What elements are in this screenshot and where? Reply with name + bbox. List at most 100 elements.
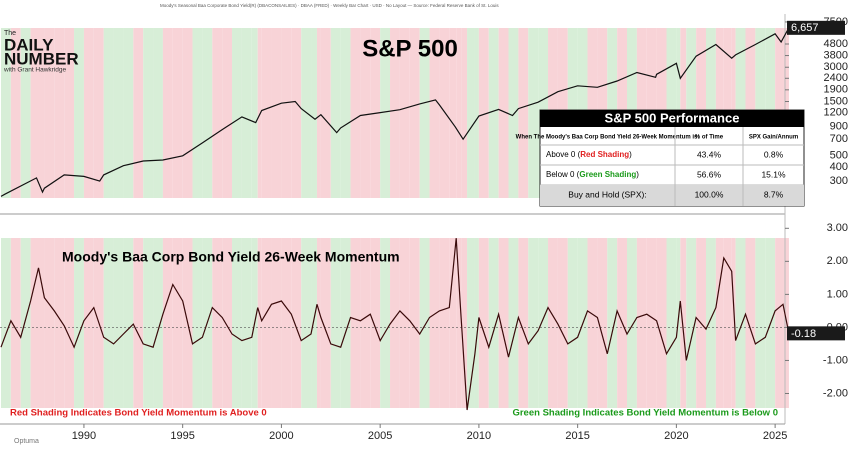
- momentum-shade: [38, 238, 45, 408]
- table-cell: 0.8%: [764, 149, 784, 159]
- momentum-shade: [192, 28, 203, 198]
- momentum-shade: [380, 238, 391, 408]
- series-line: [0, 27, 790, 197]
- momentum-shade: [731, 238, 736, 408]
- momentum-shade: [735, 238, 746, 408]
- momentum-shade: [44, 238, 55, 408]
- momentum-shade: [498, 238, 509, 408]
- momentum-shade: [133, 238, 144, 408]
- momentum-shade: [257, 28, 262, 198]
- momentum-shade: [390, 28, 400, 198]
- momentum-shade: [567, 238, 578, 408]
- momentum-shade: [607, 238, 618, 408]
- momentum-shade: [192, 238, 203, 408]
- table-header: % of Time: [695, 135, 724, 141]
- momentum-shade: [0, 28, 11, 198]
- momentum-shade: [54, 238, 65, 408]
- momentum-shade: [528, 238, 539, 408]
- momentum-shade: [528, 28, 539, 198]
- momentum-shade: [656, 238, 667, 408]
- momentum-shade: [291, 238, 302, 408]
- momentum-shade: [10, 238, 21, 408]
- last-value-label: 6,657: [791, 22, 819, 34]
- shading: [0, 28, 789, 408]
- y-tick-label: 3000: [824, 61, 848, 73]
- y-tick-label: 500: [830, 150, 848, 162]
- momentum-shade: [330, 28, 341, 198]
- x-tick-label: 1995: [170, 430, 194, 442]
- momentum-shade: [301, 238, 312, 408]
- table-cell: 43.4%: [697, 149, 722, 159]
- table-cell: 8.7%: [764, 189, 784, 199]
- annotation: Green Shading Indicates Bond Yield Momen…: [512, 408, 778, 419]
- momentum-shade: [557, 238, 568, 408]
- momentum-shade: [680, 238, 687, 408]
- momentum-shade: [74, 28, 84, 198]
- momentum-shade: [456, 28, 462, 198]
- momentum-shade: [478, 28, 489, 198]
- y-tick-label: 400: [830, 161, 848, 173]
- momentum-shade: [162, 28, 173, 198]
- series-line: [0, 238, 790, 411]
- momentum-shade: [518, 28, 529, 198]
- momentum-shade: [508, 238, 519, 408]
- momentum-shade: [350, 238, 361, 408]
- momentum-shade: [316, 28, 321, 198]
- momentum-shade: [257, 238, 262, 408]
- logo-line1: DAILY: [4, 35, 54, 54]
- table-header: When The Moody's Baa Corp Bond Yield 26-…: [516, 135, 700, 141]
- momentum-shade: [143, 238, 154, 408]
- momentum-shade: [103, 238, 114, 408]
- momentum-shade: [133, 28, 144, 198]
- momentum-shade: [212, 28, 223, 198]
- performance-table: S&P 500 Performance When The Moody's Baa …: [516, 109, 805, 207]
- momentum-shade: [449, 28, 457, 198]
- momentum-shade: [30, 28, 39, 198]
- y-tick-label: 2400: [824, 72, 848, 84]
- momentum-shade: [360, 28, 371, 198]
- momentum-shade: [320, 238, 331, 408]
- momentum-shade: [74, 238, 84, 408]
- momentum-shade: [360, 238, 371, 408]
- momentum-shade: [488, 238, 499, 408]
- momentum-shade: [350, 28, 361, 198]
- momentum-shade: [508, 28, 519, 198]
- momentum-shade: [271, 238, 282, 408]
- table-header: SPX Gain/Annum: [749, 135, 798, 141]
- momentum-shade: [232, 238, 242, 408]
- momentum-shade: [153, 238, 163, 408]
- last-value-box: [787, 20, 845, 35]
- momentum-shade: [172, 238, 183, 408]
- momentum-shade: [409, 28, 420, 198]
- momentum-shade: [419, 238, 430, 408]
- momentum-shade: [330, 238, 341, 408]
- momentum-shade: [419, 28, 430, 198]
- logo-line2: NUMBER: [4, 49, 79, 68]
- momentum-shade: [538, 238, 549, 408]
- momentum-shade: [20, 28, 31, 198]
- label-part: Red Shading: [580, 150, 629, 159]
- momentum-shade: [281, 28, 292, 198]
- momentum-shade: [162, 238, 173, 408]
- momentum-shade: [143, 28, 154, 198]
- logo-top: The: [4, 30, 16, 37]
- momentum-shade: [261, 28, 272, 198]
- momentum-shade: [222, 28, 233, 198]
- momentum-shade: [390, 238, 400, 408]
- momentum-shade: [340, 238, 351, 408]
- momentum-shade: [172, 28, 183, 198]
- y-tick-label: 900: [830, 121, 848, 133]
- chart-title: S&P 500: [362, 35, 458, 62]
- momentum-shade: [20, 238, 31, 408]
- momentum-shade: [646, 238, 657, 408]
- momentum-shade: [755, 238, 766, 408]
- momentum-shade: [44, 28, 55, 198]
- momentum-shade: [64, 28, 75, 198]
- momentum-shade: [399, 28, 410, 198]
- momentum-shade: [30, 238, 39, 408]
- momentum-shade: [474, 28, 479, 198]
- momentum-shade: [775, 238, 784, 408]
- label-part: Green Shading: [579, 170, 636, 179]
- chart-title: Moody's Baa Corp Bond Yield 26-Week Mome…: [62, 249, 400, 265]
